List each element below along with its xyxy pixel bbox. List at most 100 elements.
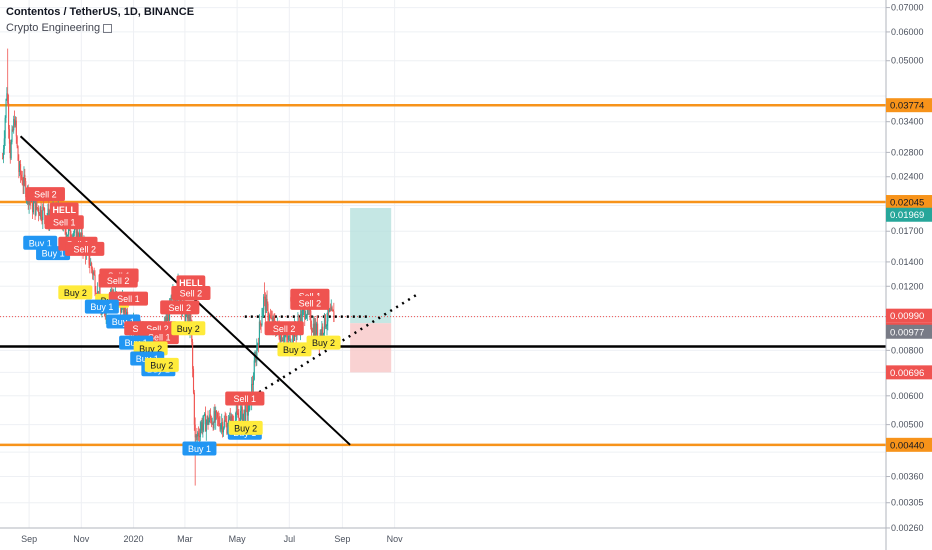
candle-body xyxy=(38,208,40,214)
signal-label: Buy 2 xyxy=(150,360,173,370)
signal-badge-hell: HELL xyxy=(176,275,206,290)
candle-body xyxy=(38,213,40,216)
price-axis: 0.07000 0.06000 0.05000 0.03400 0.02800 0.024… xyxy=(885,0,932,550)
candle-body xyxy=(292,332,294,345)
candle-body xyxy=(210,418,213,424)
y-tick-label: 0.01200 xyxy=(891,281,924,291)
signal-label: Sell 2 xyxy=(146,324,169,334)
candle-body xyxy=(3,138,5,150)
candle-body xyxy=(44,207,46,216)
candle-body xyxy=(2,149,5,159)
candle-body xyxy=(268,319,270,321)
candle-body xyxy=(89,264,91,266)
price-label: 0.01969 xyxy=(886,207,932,222)
candle-body xyxy=(206,416,208,423)
price-label-bg xyxy=(886,207,932,222)
candle-body xyxy=(34,200,36,215)
x-tick-label: Sep xyxy=(334,534,350,544)
candle-body xyxy=(69,224,71,238)
candle-body xyxy=(198,435,201,438)
candle-body xyxy=(257,343,259,347)
candle-body xyxy=(200,422,202,429)
signal-badge-sell: Sell 1 xyxy=(225,391,265,406)
signal-label: Sell 2 xyxy=(107,276,130,286)
candle-body xyxy=(245,403,247,422)
candle-body xyxy=(67,234,69,237)
candle-body xyxy=(91,263,93,269)
candle-body xyxy=(214,410,216,421)
signal-badge-bg xyxy=(160,300,200,315)
candle-body xyxy=(5,99,7,118)
signal-badge-bg xyxy=(277,342,312,357)
signal-label: Buy 2 xyxy=(139,344,162,354)
candles xyxy=(2,48,335,486)
price-label-bg xyxy=(886,324,932,339)
candle-body xyxy=(252,379,254,385)
signal-badge-sell: Sell 2 xyxy=(25,187,65,202)
candle-body xyxy=(185,314,187,324)
candle-body xyxy=(104,313,106,315)
candle-body xyxy=(267,303,269,320)
candle-body xyxy=(228,419,230,430)
x-tick-label: Nov xyxy=(73,534,90,544)
price-label: 0.00440 xyxy=(886,437,932,452)
candle-body xyxy=(264,296,266,313)
candle-body xyxy=(166,317,168,322)
signal-badge-sell: Sell 2 xyxy=(290,295,330,310)
candle-body xyxy=(22,184,24,186)
signal-badge-hell: HELL xyxy=(49,202,79,217)
price-label-text: 0.03774 xyxy=(890,101,924,112)
candle-body xyxy=(240,410,242,425)
chart-title: Contentos / TetherUS, 1D, BINANCE xyxy=(6,6,195,18)
candle-body xyxy=(73,225,76,233)
candle-body xyxy=(75,224,77,243)
candle-body xyxy=(244,409,246,422)
x-tick-label: May xyxy=(229,534,247,544)
candle-body xyxy=(7,93,9,104)
candle-body xyxy=(282,340,284,342)
candle-body xyxy=(324,314,326,328)
candle-body xyxy=(80,232,82,239)
signal-badge-buy2: Buy 2 xyxy=(277,342,312,357)
candle-body xyxy=(203,415,205,425)
y-tick-label: 0.01400 xyxy=(891,257,924,267)
signal-badge-buy2: Buy 2 xyxy=(171,321,206,336)
signal-badge-bg xyxy=(171,285,211,300)
candle-body xyxy=(314,323,316,337)
price-label: 0.00990 xyxy=(886,308,932,323)
candle-body xyxy=(197,432,199,437)
y-tick-label: 0.02400 xyxy=(891,172,924,182)
candle-body xyxy=(225,420,227,422)
candle-body xyxy=(223,420,225,428)
signal-badge-buy2: Buy 2 xyxy=(58,285,93,300)
candle-body xyxy=(93,272,95,275)
candle-body xyxy=(247,411,249,416)
price-label-bg xyxy=(886,98,932,113)
price-label-bg xyxy=(886,365,932,380)
candle-body xyxy=(193,392,195,425)
candle-body xyxy=(313,323,315,337)
candle-body xyxy=(20,174,22,178)
candle-body xyxy=(190,314,192,320)
signal-badge-buy1: Buy 1 xyxy=(84,299,119,314)
price-label-text: 0.00977 xyxy=(890,327,924,338)
candle-body xyxy=(248,403,250,412)
signal-badge-sell: Sell 2 xyxy=(65,241,105,256)
candle-body xyxy=(14,119,16,126)
candle-body xyxy=(207,416,209,425)
candle-body xyxy=(253,360,255,380)
candle-body xyxy=(281,332,283,341)
candle-body xyxy=(198,432,200,436)
signal-label: Sell 2 xyxy=(180,288,203,298)
signal-label: Buy 2 xyxy=(283,345,306,355)
candle-body xyxy=(37,207,39,209)
signal-label: Buy 2 xyxy=(64,288,87,298)
candle-body xyxy=(17,146,19,161)
candle-body xyxy=(195,435,197,438)
candle-body xyxy=(15,120,17,137)
candle-body xyxy=(196,435,198,437)
signal-badge-sell: Sell 2 xyxy=(171,285,211,300)
